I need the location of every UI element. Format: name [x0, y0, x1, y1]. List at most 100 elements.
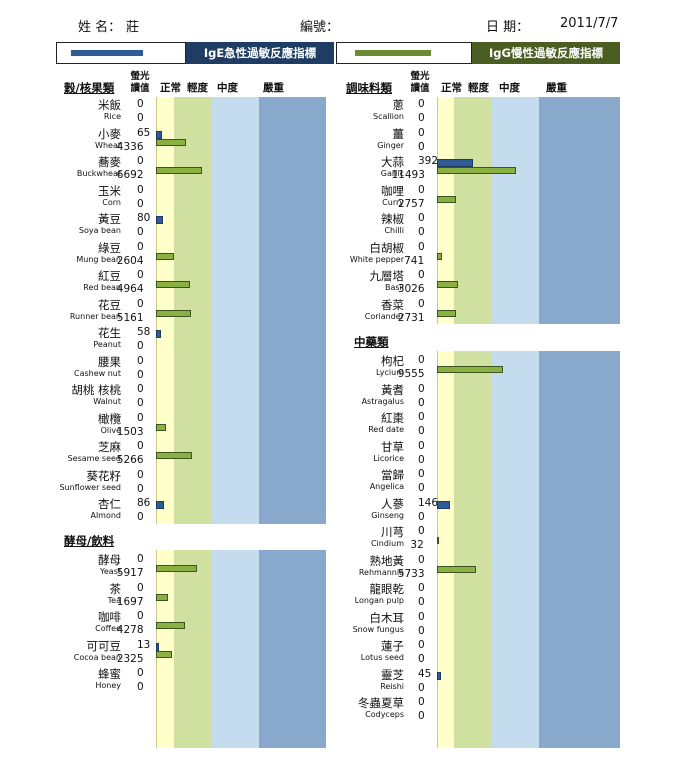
ige-value: 0: [137, 383, 144, 395]
igg-value: 5266: [116, 454, 144, 466]
ige-value: 146: [418, 496, 439, 509]
food-name-en: Lycium: [376, 368, 404, 377]
igg-bar: [437, 281, 458, 288]
food-name-en: Reishi: [380, 681, 404, 691]
zone-mild: [174, 550, 211, 748]
zone-severe: [539, 97, 620, 324]
food-name-zh: 川芎: [381, 525, 404, 539]
igg-value: 0: [137, 197, 144, 210]
ige-value: 0: [418, 183, 425, 196]
ige-value: 0: [418, 696, 425, 708]
food-name-en: Lotus seed: [360, 653, 404, 662]
igg-legend-label: IgG慢性過敏反應指標: [472, 42, 620, 64]
axis-line: [437, 351, 438, 748]
food-name-zh: 白木耳: [369, 610, 405, 625]
date-label: 日 期：: [486, 20, 530, 35]
food-name-en: Red bean: [83, 283, 121, 292]
ige-legend-label: IgE急性過敏反應指標: [186, 42, 334, 64]
ige-value: 0: [418, 439, 425, 452]
igg-value: 2757: [397, 197, 425, 210]
food-name-zh: 蜂蜜: [98, 667, 121, 681]
igg-value: 0: [418, 396, 425, 409]
igg-value: 0: [418, 425, 425, 437]
food-name-zh: 杏仁: [98, 497, 121, 511]
food-name-en: Soya bean: [78, 226, 121, 235]
igg-value: 741: [404, 254, 425, 267]
igg-bar: [156, 138, 186, 146]
ige-value: 0: [137, 240, 144, 253]
ige-value: 0: [418, 126, 425, 139]
food-name-en: Cashew nut: [73, 368, 121, 378]
igg-value: 0: [137, 511, 144, 523]
ige-value: 0: [418, 582, 425, 594]
food-name-zh: 紅豆: [98, 269, 121, 283]
igg-value: 0: [418, 226, 425, 238]
ige-value: 0: [418, 297, 425, 310]
food-name-zh: 綠豆: [98, 240, 121, 255]
zone-severe: [539, 351, 620, 748]
food-name-zh: 香菜: [381, 297, 404, 312]
igg-value: 0: [418, 453, 425, 466]
igg-bar: [156, 650, 172, 658]
zone-normal: [437, 97, 454, 324]
igg-bar: [437, 167, 516, 174]
food-name-en: Sesame seed: [67, 454, 121, 463]
food-name-zh: 蓮子: [381, 639, 404, 653]
igg-value: 0: [137, 226, 144, 238]
ige-value: 86: [137, 497, 151, 509]
ige-value: 0: [418, 525, 425, 537]
food-name-zh: 葵花籽: [86, 468, 122, 483]
igg-value: 2731: [397, 311, 425, 324]
ige-value: 0: [137, 610, 144, 622]
ige-value: 0: [418, 98, 425, 110]
ige-value: 0: [137, 581, 144, 594]
igg-bar: [156, 593, 168, 601]
food-name-zh: 花豆: [98, 297, 121, 312]
ige-value: 0: [137, 269, 144, 281]
igg-value: 0: [137, 368, 144, 381]
food-name-zh: 靈芝: [381, 667, 404, 682]
column-header-value: 螢光讀值: [130, 71, 150, 94]
zone-moderate: [491, 97, 539, 324]
food-name-zh: 黃耆: [381, 382, 404, 397]
ige-value: 0: [418, 240, 425, 253]
food-name-en: White pepper: [349, 254, 404, 264]
food-name-zh: 腰果: [98, 354, 121, 369]
column-header-moderate: 中度: [499, 82, 520, 94]
igg-bar: [437, 252, 443, 260]
igg-value: 5917: [116, 567, 144, 579]
food-name-zh: 枸杞: [381, 354, 404, 368]
food-name-zh: 花生: [98, 326, 121, 340]
food-name-en: Yeast: [100, 567, 121, 576]
column-header-severe: 嚴重: [546, 82, 567, 94]
food-name-en: Scallion: [372, 112, 404, 121]
zone-normal: [437, 351, 454, 748]
ige-value: 0: [418, 610, 425, 623]
ige-value: 0: [418, 212, 425, 224]
column-header-normal: 正常: [160, 82, 181, 94]
igg-bar: [156, 565, 197, 572]
ige-value: 0: [418, 639, 425, 651]
column-header-mild: 輕度: [187, 82, 208, 94]
ige-value: 0: [137, 468, 144, 481]
food-name-zh: 橄欖: [98, 411, 121, 426]
ige-bar: [156, 330, 162, 338]
ige-value: 0: [418, 269, 425, 281]
igg-value: 3026: [397, 283, 425, 295]
ige-value: 65: [137, 126, 151, 139]
ige-bar: [437, 671, 442, 680]
food-name-zh: 人蔘: [381, 496, 404, 511]
ige-value: 0: [137, 354, 144, 367]
ige-value: 0: [137, 297, 144, 310]
food-name-en: Tea: [107, 595, 121, 605]
ige-value: 0: [418, 382, 425, 395]
food-name-en: Mung bean: [76, 254, 121, 264]
food-name-en: Astragalus: [361, 396, 404, 406]
food-name-zh: 蕎麥: [98, 155, 121, 169]
igg-value: 32: [410, 539, 424, 551]
food-name-zh: 黃豆: [98, 212, 121, 226]
ige-value: 80: [137, 212, 151, 224]
food-name-en: Buckwheat: [76, 169, 121, 178]
ige-value: 0: [418, 354, 425, 366]
zone-severe: [259, 97, 326, 524]
